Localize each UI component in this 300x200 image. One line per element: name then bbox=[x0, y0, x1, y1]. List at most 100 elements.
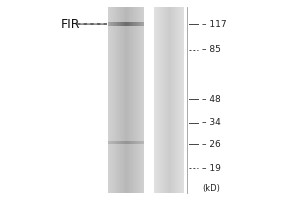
Bar bbox=[119, 22, 120, 26]
Bar bbox=[120, 22, 121, 26]
Bar bbox=[143, 7, 144, 193]
Bar bbox=[112, 22, 113, 26]
Bar bbox=[123, 22, 124, 26]
Bar bbox=[121, 141, 122, 144]
Text: (kD): (kD) bbox=[202, 184, 220, 193]
Bar bbox=[135, 22, 136, 26]
Bar bbox=[136, 22, 137, 26]
Bar bbox=[128, 141, 129, 144]
Bar bbox=[124, 141, 125, 144]
Bar bbox=[143, 22, 144, 26]
Bar bbox=[141, 22, 142, 26]
Bar bbox=[133, 7, 134, 193]
Bar bbox=[157, 7, 158, 193]
Bar bbox=[112, 141, 113, 144]
Bar bbox=[131, 22, 132, 26]
Bar bbox=[116, 141, 117, 144]
Bar bbox=[139, 141, 140, 144]
Bar bbox=[123, 141, 124, 144]
Bar bbox=[171, 7, 172, 193]
Bar bbox=[110, 7, 111, 193]
Text: FIR: FIR bbox=[61, 18, 80, 31]
Bar bbox=[124, 7, 125, 193]
Bar bbox=[125, 7, 126, 193]
Bar bbox=[111, 22, 112, 26]
Bar bbox=[142, 22, 143, 26]
Bar bbox=[130, 22, 131, 26]
Bar bbox=[111, 141, 112, 144]
Bar bbox=[118, 7, 119, 193]
Bar bbox=[143, 141, 144, 144]
Bar bbox=[129, 141, 130, 144]
Bar bbox=[155, 7, 156, 193]
Bar bbox=[141, 7, 142, 193]
Bar bbox=[117, 7, 118, 193]
Bar bbox=[119, 7, 120, 193]
Bar bbox=[135, 7, 136, 193]
Bar bbox=[137, 22, 138, 26]
Bar bbox=[128, 22, 129, 26]
Bar bbox=[172, 7, 173, 193]
Bar bbox=[160, 7, 161, 193]
Bar bbox=[110, 22, 111, 26]
Bar bbox=[169, 7, 170, 193]
Bar bbox=[117, 141, 118, 144]
Bar bbox=[119, 141, 120, 144]
Bar bbox=[130, 141, 131, 144]
Bar bbox=[138, 7, 139, 193]
Bar bbox=[183, 7, 184, 193]
Bar bbox=[130, 7, 131, 193]
Bar bbox=[117, 22, 118, 26]
Bar bbox=[120, 7, 121, 193]
Bar bbox=[167, 7, 168, 193]
Bar bbox=[122, 7, 123, 193]
Bar bbox=[132, 22, 133, 26]
Bar bbox=[165, 7, 166, 193]
Bar bbox=[154, 7, 155, 193]
Bar bbox=[121, 7, 122, 193]
Bar bbox=[138, 22, 139, 26]
Bar bbox=[132, 7, 133, 193]
Bar bbox=[125, 141, 126, 144]
Bar bbox=[168, 7, 169, 193]
Bar bbox=[113, 141, 114, 144]
Bar bbox=[116, 7, 117, 193]
Bar bbox=[121, 22, 122, 26]
Bar bbox=[142, 7, 143, 193]
Bar bbox=[132, 141, 133, 144]
Text: – 48: – 48 bbox=[202, 95, 221, 104]
Bar bbox=[140, 7, 141, 193]
Bar bbox=[162, 7, 163, 193]
Bar bbox=[126, 22, 127, 26]
Bar bbox=[140, 141, 141, 144]
Bar bbox=[129, 22, 130, 26]
Bar bbox=[159, 7, 160, 193]
Bar bbox=[175, 7, 176, 193]
Bar bbox=[176, 7, 177, 193]
Bar bbox=[140, 22, 141, 26]
Bar bbox=[131, 7, 132, 193]
Bar bbox=[110, 141, 111, 144]
Bar bbox=[126, 7, 127, 193]
Bar bbox=[161, 7, 162, 193]
Text: – 34: – 34 bbox=[202, 118, 221, 127]
Bar bbox=[114, 7, 115, 193]
Bar bbox=[133, 141, 134, 144]
Bar bbox=[180, 7, 181, 193]
Bar bbox=[181, 7, 182, 193]
Bar bbox=[115, 22, 116, 26]
Bar bbox=[122, 141, 123, 144]
Bar bbox=[137, 141, 138, 144]
Text: – 117: – 117 bbox=[202, 20, 226, 29]
Bar bbox=[131, 141, 132, 144]
Bar bbox=[138, 141, 139, 144]
Bar bbox=[115, 7, 116, 193]
Text: – 26: – 26 bbox=[202, 140, 221, 149]
Bar bbox=[129, 7, 130, 193]
Bar bbox=[111, 7, 112, 193]
Bar bbox=[136, 7, 137, 193]
Bar bbox=[122, 22, 123, 26]
Bar bbox=[118, 22, 119, 26]
Bar bbox=[139, 22, 140, 26]
Bar bbox=[134, 22, 135, 26]
